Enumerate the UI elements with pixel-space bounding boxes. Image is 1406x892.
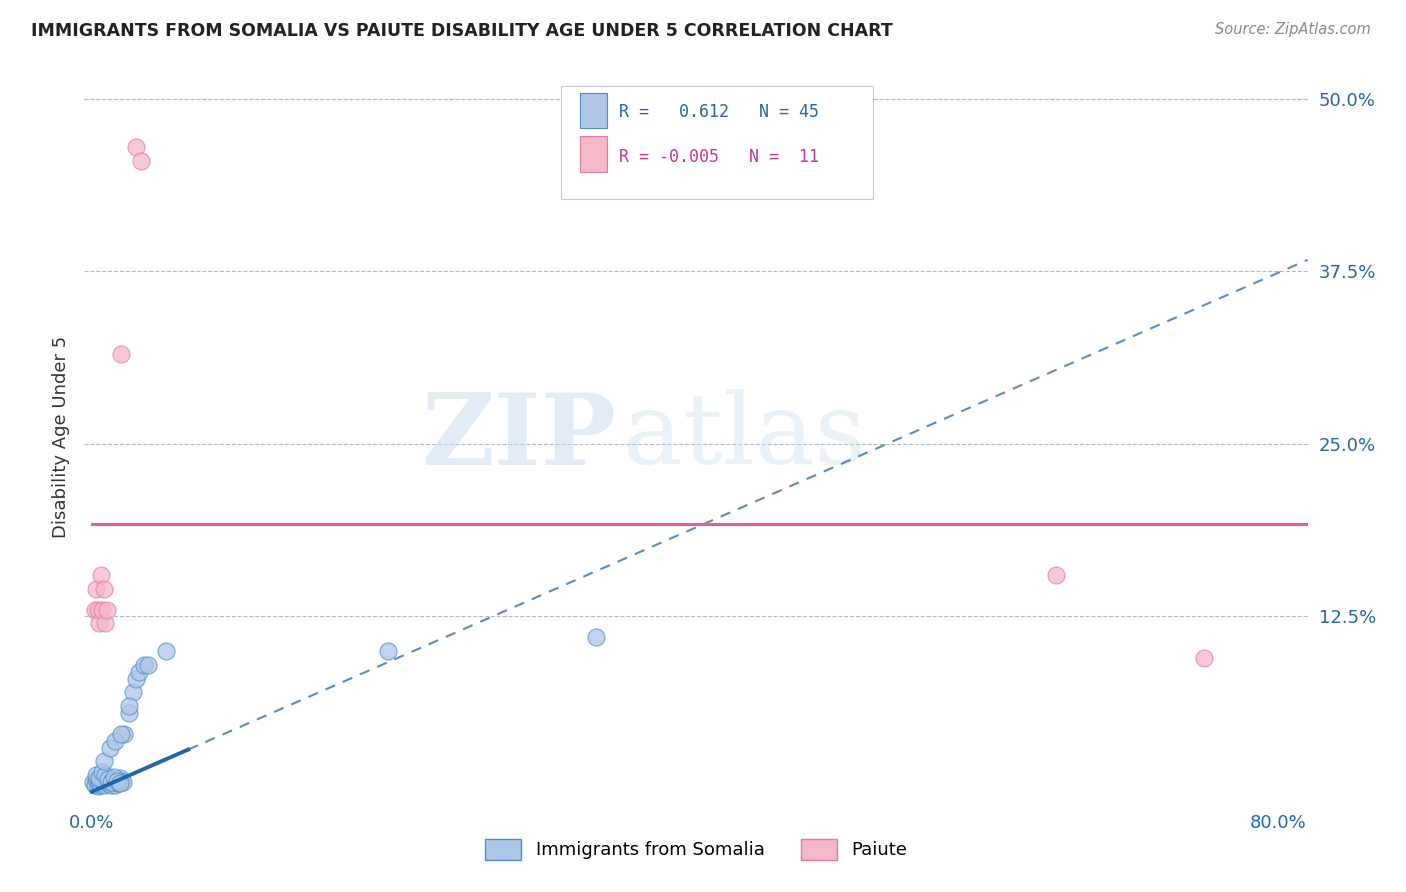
Point (110, 773, 132, 788)
Point (96, 602, 118, 616)
Point (89, 771, 111, 785)
Point (103, 772, 125, 787)
Bar (579, 136, 606, 171)
Legend: Immigrants from Somalia, Paiute: Immigrants from Somalia, Paiute (478, 831, 914, 867)
Point (100, 775, 122, 789)
Point (93, 776, 115, 790)
Text: R =   0.612   N = 45: R = 0.612 N = 45 (619, 103, 818, 120)
Point (82, 775, 104, 789)
Bar (579, 93, 606, 128)
Point (105, 773, 128, 788)
Point (125, 140, 148, 154)
Point (100, 778, 122, 792)
Point (86, 779, 108, 793)
Point (118, 706, 141, 720)
Point (129, 154, 152, 169)
Point (89, 616, 111, 631)
Point (98, 740, 121, 755)
Point (112, 727, 135, 741)
Point (97, 772, 120, 787)
Point (585, 630, 607, 644)
Point (104, 733, 127, 747)
Point (98, 773, 121, 788)
Point (97, 776, 120, 790)
Point (91, 765, 114, 780)
Text: ZIP: ZIP (422, 389, 616, 485)
Point (128, 665, 150, 679)
Point (104, 778, 127, 792)
Point (107, 776, 129, 790)
Point (105, 775, 128, 789)
Point (96, 775, 118, 789)
Point (90, 778, 112, 792)
Point (122, 685, 145, 699)
Y-axis label: Disability Age Under 5: Disability Age Under 5 (52, 336, 70, 538)
Point (125, 672, 148, 686)
Point (132, 657, 155, 672)
Point (93, 755, 115, 769)
Point (90, 568, 112, 582)
Point (89, 776, 111, 790)
Point (101, 775, 124, 789)
Point (111, 775, 134, 789)
Point (84, 768, 107, 782)
Point (155, 644, 177, 658)
Point (1192, 651, 1215, 665)
Point (93, 582, 115, 596)
Point (83, 778, 105, 792)
Point (91, 773, 114, 788)
Point (377, 644, 399, 658)
Point (86, 602, 108, 616)
Point (110, 347, 132, 361)
Point (108, 771, 131, 785)
Point (84, 772, 107, 787)
Point (110, 727, 132, 741)
Point (118, 699, 141, 714)
Text: IMMIGRANTS FROM SOMALIA VS PAIUTE DISABILITY AGE UNDER 5 CORRELATION CHART: IMMIGRANTS FROM SOMALIA VS PAIUTE DISABI… (31, 22, 893, 40)
Text: atlas: atlas (623, 389, 865, 485)
FancyBboxPatch shape (561, 86, 873, 200)
Point (91, 602, 114, 616)
Point (94, 778, 117, 792)
Text: R = -0.005   N =  11: R = -0.005 N = 11 (619, 148, 818, 166)
Point (94, 768, 117, 782)
Point (94, 616, 117, 631)
Point (136, 657, 159, 672)
Text: Source: ZipAtlas.com: Source: ZipAtlas.com (1215, 22, 1371, 37)
Point (83, 602, 105, 616)
Point (84, 582, 107, 596)
Point (108, 776, 131, 790)
Point (1045, 568, 1067, 582)
Point (103, 770, 125, 784)
